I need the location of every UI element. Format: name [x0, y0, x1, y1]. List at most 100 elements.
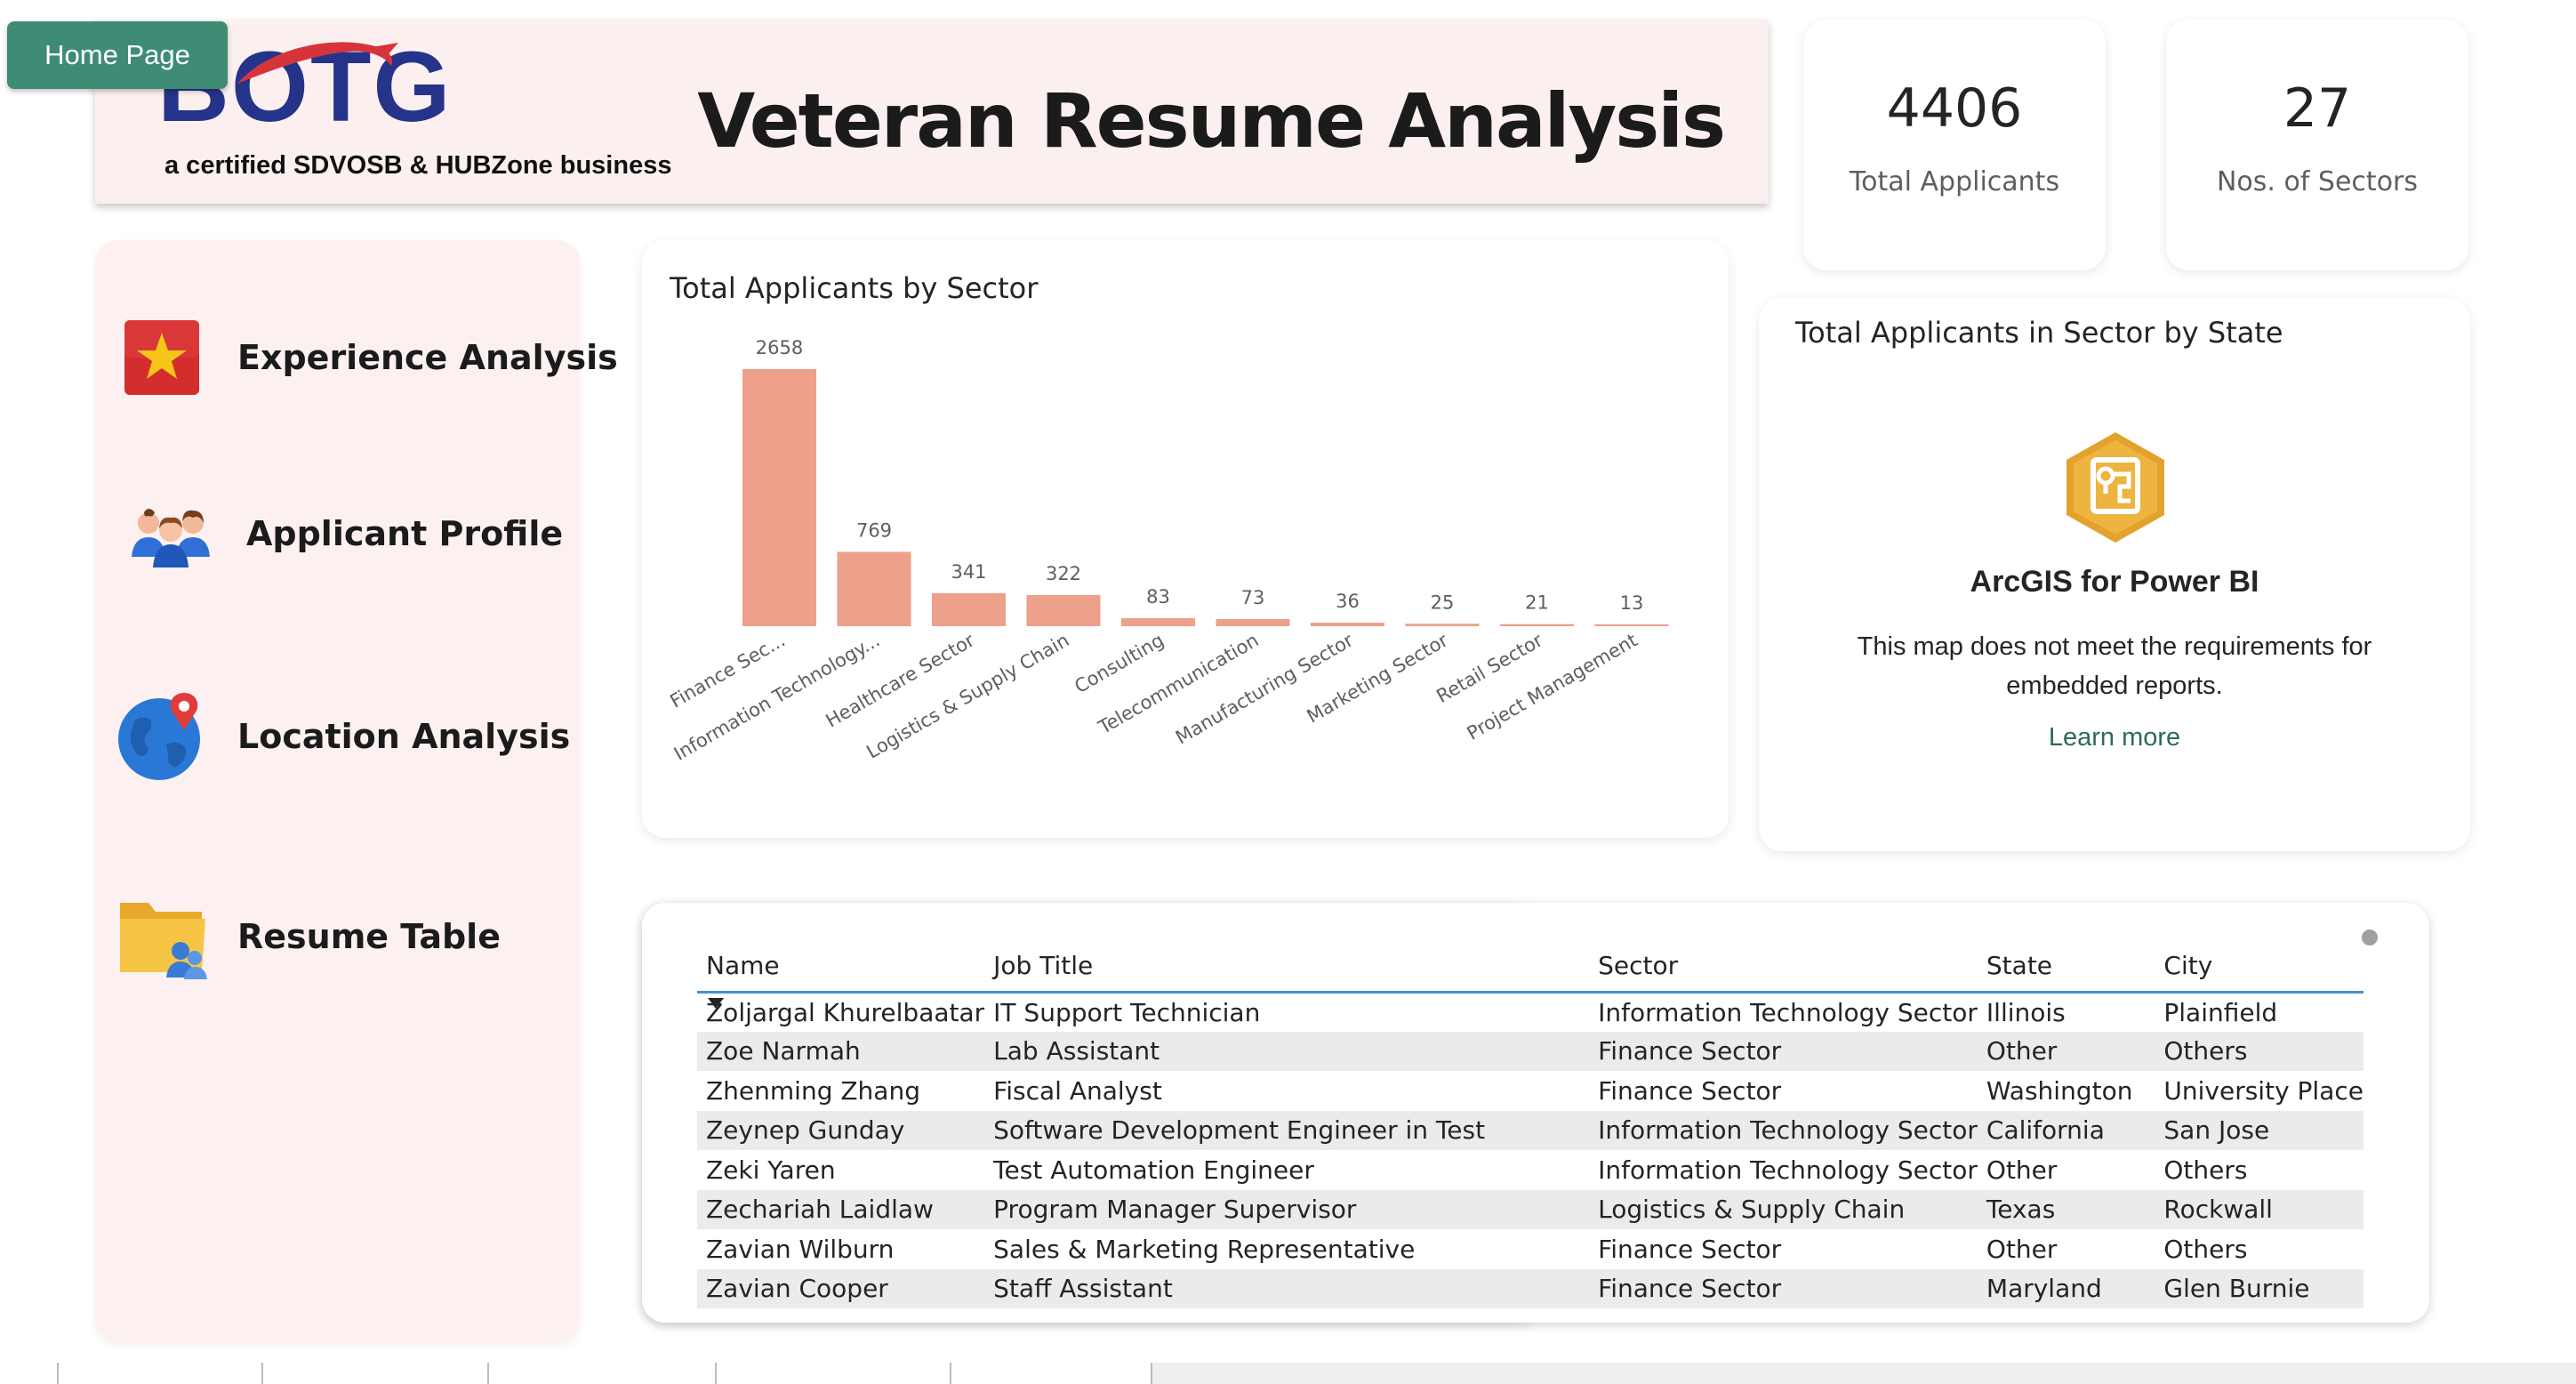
- table-row[interactable]: Zeynep Gunday Software Development Engine…: [697, 1110, 2363, 1150]
- page-tab-divider: [715, 1363, 717, 1384]
- bar[interactable]: [1026, 594, 1101, 626]
- table-card: Name Job Title Sector State City Zoljarg…: [642, 903, 2429, 1323]
- table-cell-sector: Information Technology Sector: [1598, 1155, 1978, 1185]
- table-cell-sector: Information Technology Sector: [1598, 997, 1978, 1027]
- table-cell-state: Other: [1986, 1155, 2058, 1185]
- table-cell-job-title: Test Automation Engineer: [993, 1155, 1314, 1185]
- table-cell-city: Rockwall: [2155, 1189, 2363, 1229]
- bar-data-label: 25: [1431, 591, 1455, 613]
- bar[interactable]: [837, 551, 911, 626]
- column-header-label: Job Title: [993, 950, 1094, 980]
- bar[interactable]: [1311, 623, 1384, 626]
- bar[interactable]: [1216, 619, 1290, 626]
- column-header-label: Sector: [1598, 950, 1679, 980]
- table-cell-job-title: Staff Assistant: [984, 1268, 1590, 1308]
- page-tab-divider: [950, 1363, 951, 1384]
- column-header-city[interactable]: City: [2155, 929, 2363, 994]
- table-cell-state: Other: [1986, 1234, 2058, 1264]
- table-cell-sector: Logistics & Supply Chain: [1589, 1189, 1978, 1229]
- table-cell-job-title: Software Development Engineer in Test: [984, 1110, 1590, 1150]
- table-cell-job-title: Lab Assistant: [984, 1031, 1590, 1071]
- nav-item-experience-analysis[interactable]: Experience Analysis: [113, 309, 618, 406]
- bar[interactable]: [1500, 624, 1574, 626]
- x-tick-label: Manufacturing Sector: [1172, 629, 1357, 748]
- x-tick-label: Project Management: [1464, 630, 1641, 744]
- bar-data-label: 36: [1336, 591, 1360, 612]
- page-tab-divider: [487, 1363, 489, 1384]
- column-header-sector[interactable]: Sector: [1589, 929, 1978, 994]
- kpi-label: Total Applicants: [1849, 166, 2060, 197]
- table-cell-name: Zavian Cooper: [697, 1268, 985, 1308]
- bar-chart-card: Total Applicants by Sector 2658 Finance S…: [642, 240, 1729, 838]
- bar[interactable]: [1405, 624, 1480, 626]
- scrollbar-thumb[interactable]: [2362, 929, 2378, 945]
- globe-pin-icon: [113, 688, 211, 785]
- bar-data-label: 769: [856, 519, 892, 541]
- table-cell-city: Others: [2163, 1155, 2248, 1185]
- table-cell-state: Maryland: [1977, 1268, 2155, 1308]
- column-header-state[interactable]: State: [1977, 929, 2155, 994]
- sort-descending-icon[interactable]: [708, 997, 724, 1009]
- page-tab-divider: [1151, 1363, 1152, 1384]
- company-logo: BOTG a certified SDVOSB & HUBZone busine…: [157, 30, 726, 195]
- table-header-row: Name Job Title Sector State City: [697, 929, 2363, 1009]
- map-heading: ArcGIS for Power BI: [1970, 565, 2259, 599]
- column-header-label: City: [2163, 950, 2213, 980]
- table-cell-job-title: Program Manager Supervisor: [984, 1189, 1590, 1229]
- table-cell-state: California: [1977, 1110, 2155, 1150]
- column-header-job-title[interactable]: Job Title: [984, 929, 1590, 994]
- header-banner: BOTG a certified SDVOSB & HUBZone busine…: [95, 20, 1769, 204]
- nav-item-label: Location Analysis: [237, 717, 571, 756]
- chart-title: Total Applicants by Sector: [670, 271, 1039, 305]
- table-row[interactable]: Zavian Cooper Staff Assistant Finance Sect…: [697, 1268, 2363, 1308]
- bar[interactable]: [1594, 624, 1669, 626]
- people-icon: [122, 485, 220, 583]
- table-cell-city: San Jose: [2155, 1110, 2363, 1150]
- bar-data-label: 341: [951, 561, 986, 583]
- table-row[interactable]: Zeki Yaren Test Automation Engineer Inform…: [697, 1150, 2363, 1190]
- bar-data-label: 73: [1241, 587, 1265, 608]
- kpi-card-sectors: 27 Nos. of Sectors: [2166, 20, 2468, 270]
- table-row[interactable]: Zoe Narmah Lab Assistant Finance Sector Oth…: [697, 1031, 2363, 1071]
- kpi-value: 27: [2283, 77, 2352, 140]
- table-cell-state: Illinois: [1986, 997, 2066, 1027]
- nav-item-location-analysis[interactable]: Location Analysis: [113, 688, 570, 785]
- nav-item-label: Applicant Profile: [246, 514, 564, 553]
- bar[interactable]: [932, 592, 1006, 626]
- table-cell-name: Zechariah Laidlaw: [697, 1189, 985, 1229]
- table-row[interactable]: Zechariah Laidlaw Program Manager Supervi…: [697, 1189, 2363, 1229]
- table-row[interactable]: Zhenming Zhang Fiscal Analyst Finance Sect…: [697, 1071, 2363, 1111]
- column-header-label: Name: [706, 950, 780, 980]
- folder-user-icon: [113, 888, 211, 986]
- bar[interactable]: [742, 369, 816, 626]
- map-title: Total Applicants in Sector by State: [1795, 316, 2283, 350]
- table-cell-city: Others: [2155, 1031, 2363, 1071]
- bar-data-label: 322: [1046, 563, 1081, 584]
- table-cell-sector: Finance Sector: [1598, 1234, 1782, 1264]
- table-cell-sector: Finance Sector: [1589, 1268, 1978, 1308]
- table-cell-job-title: Fiscal Analyst: [993, 1075, 1162, 1106]
- map-card: Total Applicants in Sector by State ArcG…: [1759, 298, 2470, 851]
- table-cell-city: University Place: [2163, 1075, 2363, 1106]
- logo-tagline: a certified SDVOSB & HUBZone business: [165, 151, 672, 180]
- table-row[interactable]: Zoljargal Khurelbaatar IT Support Technic…: [697, 992, 2363, 1032]
- table-row[interactable]: Zavian Wilburn Sales & Marketing Represen…: [697, 1229, 2363, 1269]
- table-cell-city: Plainfield: [2163, 997, 2278, 1027]
- table-cell-job-title: Sales & Marketing Representative: [993, 1234, 1416, 1264]
- table-cell-city: Glen Burnie: [2155, 1268, 2363, 1308]
- nav-item-resume-table[interactable]: Resume Table: [113, 888, 501, 986]
- bar[interactable]: [1121, 617, 1195, 626]
- home-page-button[interactable]: Home Page: [7, 21, 228, 89]
- column-header-name[interactable]: Name: [697, 929, 985, 1009]
- bar-data-label: 13: [1620, 592, 1644, 614]
- kpi-value: 4406: [1886, 77, 2023, 140]
- bar-data-label: 83: [1146, 586, 1170, 608]
- nav-item-label: Experience Analysis: [237, 338, 618, 377]
- nav-item-applicant-profile[interactable]: Applicant Profile: [122, 485, 563, 583]
- learn-more-link[interactable]: Learn more: [2048, 723, 2181, 752]
- table-cell-sector: Finance Sector: [1589, 1031, 1978, 1071]
- data-table: Name Job Title Sector State City Zoljarg…: [697, 929, 2363, 1308]
- arcgis-icon: [2066, 432, 2164, 543]
- map-message: This map does not meet the requirements …: [1857, 632, 2372, 700]
